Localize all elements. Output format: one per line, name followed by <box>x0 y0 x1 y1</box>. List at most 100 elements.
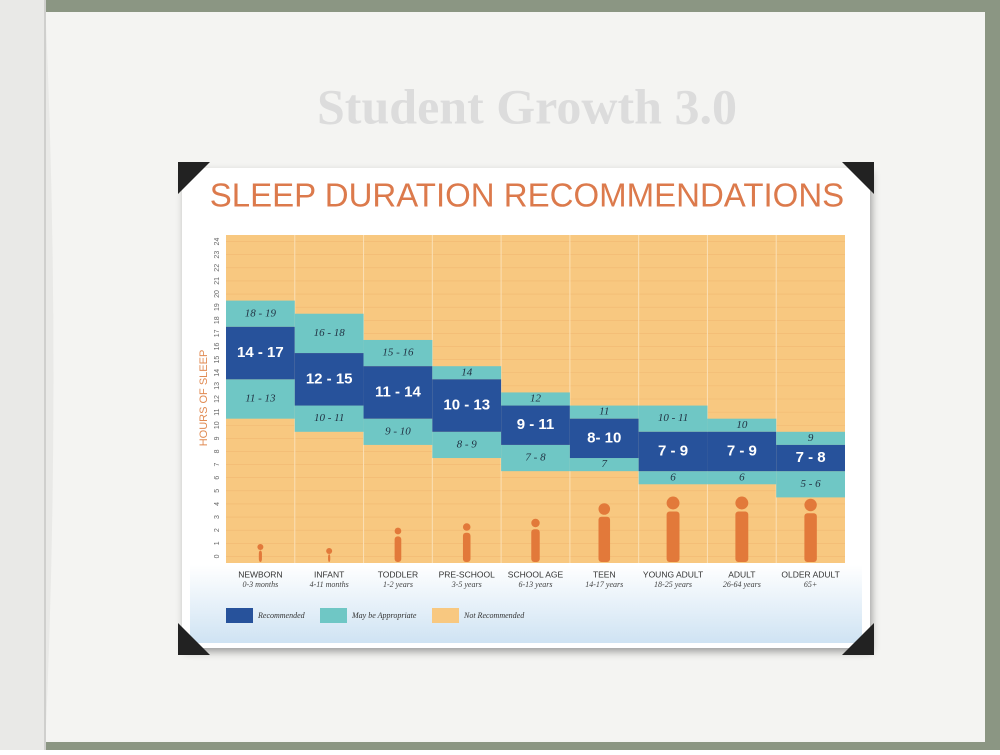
y-tick-label: 20 <box>214 290 221 298</box>
recommended-bar <box>707 431 777 472</box>
recommended-label: 12 - 15 <box>306 370 353 387</box>
recommended-label: 7 - 9 <box>658 442 688 459</box>
lower-range-label: 5 - 6 <box>801 478 822 490</box>
recommended-bar <box>294 353 364 406</box>
silhouette <box>257 544 264 550</box>
lower-range-bar <box>363 418 433 445</box>
legend-label: Recommended <box>257 611 306 620</box>
lower-range-bar <box>569 458 639 472</box>
recommended-bar <box>226 326 295 380</box>
lower-range-bar <box>226 379 295 419</box>
y-tick-label: 8 <box>214 449 221 453</box>
y-tick-label: 22 <box>214 264 221 272</box>
y-tick-label: 10 <box>214 421 221 429</box>
label-area <box>190 565 862 643</box>
x-tick-sublabel: 14-17 years <box>585 580 623 589</box>
y-axis-label: HOURS OF SLEEP <box>198 350 210 447</box>
upper-range-bar <box>363 339 433 367</box>
x-tick-label: PRE-SCHOOL <box>439 569 495 579</box>
silhouette <box>804 513 817 562</box>
upper-range-bar <box>226 300 295 327</box>
silhouette <box>735 511 749 562</box>
y-tick-label: 21 <box>214 277 221 285</box>
lower-range-label: 6 <box>670 471 676 483</box>
silhouette <box>328 554 331 562</box>
lower-range-bar <box>501 444 570 472</box>
silhouette <box>531 518 540 528</box>
recommended-bar <box>569 418 639 459</box>
x-tick-sublabel: 18-25 years <box>654 580 692 589</box>
y-tick-label: 0 <box>214 554 221 558</box>
recommended-label: 14 - 17 <box>237 344 284 361</box>
recommended-label: 10 - 13 <box>443 397 490 414</box>
x-tick-label: ADULT <box>728 569 755 579</box>
lower-range-label: 11 - 13 <box>245 393 276 405</box>
silhouette <box>598 503 611 515</box>
upper-range-label: 9 <box>808 432 814 444</box>
y-tick-label: 9 <box>214 436 221 440</box>
upper-range-label: 10 - 11 <box>658 412 688 424</box>
photo-corner <box>178 162 210 194</box>
lower-range-label: 7 <box>602 458 608 470</box>
x-tick-label: TODDLER <box>378 569 418 579</box>
page-curl <box>0 0 54 750</box>
legend-label: May be Appropriate <box>351 611 417 620</box>
lower-range-label: 10 - 11 <box>314 412 344 424</box>
y-tick-label: 15 <box>214 356 221 364</box>
x-tick-sublabel: 0-3 months <box>242 580 278 589</box>
y-tick-label: 3 <box>214 515 221 519</box>
lower-range-label: 8 - 9 <box>457 438 478 450</box>
recommended-bar <box>638 431 708 472</box>
recommended-bar <box>501 405 570 445</box>
y-tick-label: 1 <box>214 541 221 545</box>
silhouette <box>394 536 402 562</box>
recommended-bar <box>776 444 845 472</box>
x-tick-label: INFANT <box>314 569 344 579</box>
slide-title: Student Growth 3.0 <box>317 78 737 134</box>
recommended-label: 7 - 8 <box>796 449 826 466</box>
recommended-label: 11 - 14 <box>375 383 422 400</box>
silhouette <box>735 496 749 510</box>
silhouette <box>462 532 471 562</box>
legend-swatch <box>432 608 459 623</box>
y-tick-label: 23 <box>214 251 221 259</box>
y-tick-label: 16 <box>214 343 221 351</box>
lower-range-bar <box>638 471 708 485</box>
upper-range-label: 11 <box>599 406 609 418</box>
upper-range-label: 15 - 16 <box>382 347 414 359</box>
y-tick-label: 17 <box>214 329 221 337</box>
lower-range-bar <box>294 405 364 432</box>
recommended-label: 9 - 11 <box>517 416 555 433</box>
upper-range-bar <box>294 313 364 354</box>
upper-range-bar <box>707 418 777 432</box>
silhouette <box>258 550 262 562</box>
silhouette <box>666 511 680 562</box>
photo-corner <box>842 162 874 194</box>
upper-range-label: 18 - 19 <box>245 307 277 319</box>
silhouette <box>462 523 471 531</box>
x-tick-label: YOUNG ADULT <box>643 569 703 579</box>
y-tick-label: 5 <box>214 489 221 493</box>
x-tick-sublabel: 4-11 months <box>310 580 349 589</box>
y-tick-label: 4 <box>214 502 221 506</box>
y-tick-label: 2 <box>214 528 221 532</box>
y-tick-label: 12 <box>214 395 221 403</box>
recommended-bar <box>432 379 502 432</box>
lower-range-bar <box>432 431 502 459</box>
y-tick-label: 13 <box>214 382 221 390</box>
chart-title: SLEEP DURATION RECOMMENDATIONS <box>210 177 844 214</box>
recommended-bar <box>363 366 433 419</box>
lower-range-label: 9 - 10 <box>385 425 411 437</box>
y-tick-label: 24 <box>214 238 221 246</box>
upper-range-bar <box>776 431 845 445</box>
silhouette <box>598 516 611 562</box>
upper-range-label: 16 - 18 <box>314 327 346 339</box>
photo-corner <box>178 623 210 655</box>
x-tick-sublabel: 65+ <box>804 580 817 589</box>
y-tick-label: 6 <box>214 476 221 480</box>
recommended-label: 8- 10 <box>587 429 621 446</box>
lower-range-bar <box>776 471 845 498</box>
silhouette <box>666 496 680 510</box>
